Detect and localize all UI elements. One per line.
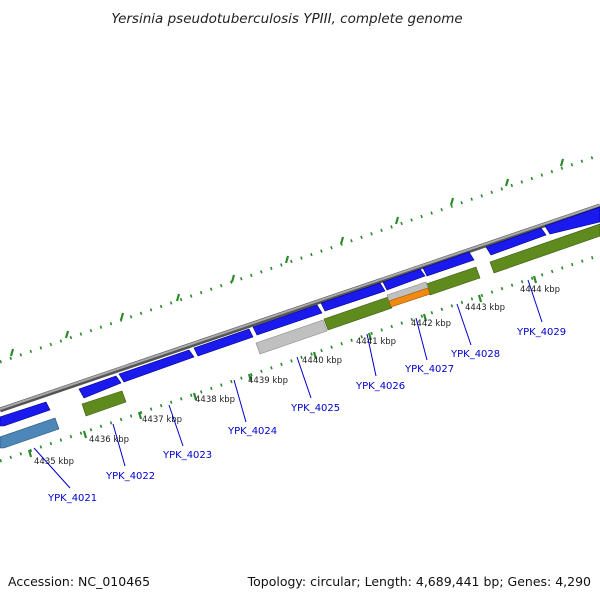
gene-arrow [485, 227, 547, 256]
gene-arrow [382, 268, 426, 291]
tick-label: 4443 kbp [465, 303, 505, 313]
gene-arrow [193, 328, 254, 357]
outer-major-ticks [9, 158, 565, 357]
gene-arrow [0, 401, 51, 427]
gene-arrow [422, 251, 475, 277]
tick-label: 4437 kbp [142, 415, 182, 425]
gene-arrow [78, 375, 122, 399]
gene-label: YPK_4029 [516, 327, 566, 338]
tick-label: 4441 kbp [356, 337, 396, 347]
genome-backbone [0, 204, 600, 410]
gene-label: YPK_4027 [404, 364, 454, 375]
gene-label: YPK_4021 [47, 493, 97, 504]
gene-arrow [544, 206, 600, 235]
reverse-strand-genes [0, 223, 600, 449]
gene-label: YPK_4023 [162, 450, 212, 461]
tick-label: 4439 kbp [248, 376, 288, 386]
gene-label: YPK_4024 [227, 426, 277, 437]
gene-label: YPK_4026 [355, 381, 405, 392]
gene-arrow [0, 417, 60, 449]
tick-label: 4435 kbp [34, 457, 74, 467]
tick-label: 4438 kbp [195, 395, 235, 405]
accession-text: Accession: NC_010465 [8, 574, 150, 589]
gene-arrow [388, 287, 431, 308]
tick-label: 4436 kbp [89, 435, 129, 445]
gene-arrow [255, 319, 328, 355]
gene-label: YPK_4025 [290, 403, 340, 414]
gene-arrow [252, 304, 323, 336]
scale-labels: 4435 kbp 4436 kbp 4437 kbp 4438 kbp 4439… [34, 285, 560, 467]
gene-arrow [323, 296, 393, 331]
gene-arrow [489, 223, 600, 274]
tick-label: 4442 kbp [411, 319, 451, 329]
gene-arrow [118, 349, 195, 383]
genome-summary-text: Topology: circular; Length: 4,689,441 bp… [247, 574, 591, 589]
forward-strand-genes [0, 206, 600, 427]
gene-label: YPK_4028 [450, 349, 500, 360]
gene-label-leaders [33, 279, 543, 489]
gene-arrow [320, 282, 386, 312]
tick-label: 4440 kbp [302, 356, 342, 366]
gene-labels: YPK_4021 YPK_4022 YPK_4023 YPK_4024 YPK_… [47, 327, 566, 504]
tick-label: 4444 kbp [520, 285, 560, 295]
gene-label: YPK_4022 [105, 471, 155, 482]
inner-major-ticks [27, 275, 538, 458]
genome-title: Yersinia pseudotuberculosis YPIII, compl… [111, 11, 462, 27]
inner-scale-dots [0, 253, 600, 463]
gene-arrow [81, 390, 127, 417]
